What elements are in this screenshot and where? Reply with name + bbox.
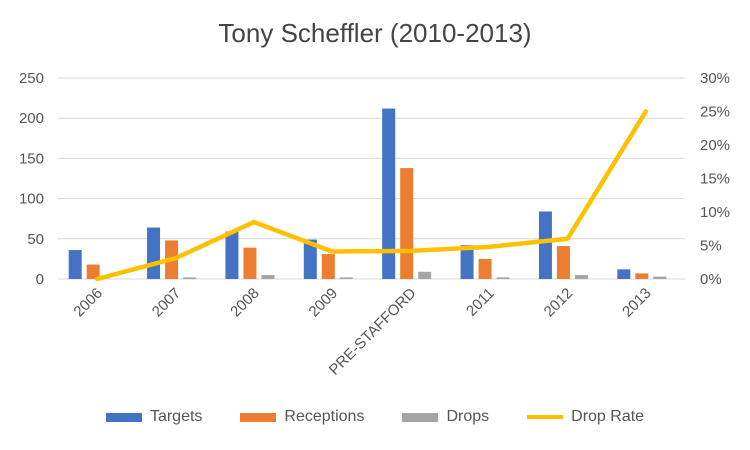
y-right-tick-label: 0% bbox=[700, 271, 722, 288]
legend-label-targets: Targets bbox=[149, 408, 203, 425]
x-tick-label: 2008 bbox=[227, 285, 263, 321]
y-left-tick-label: 200 bbox=[19, 110, 44, 127]
bar-drops-2008 bbox=[261, 274, 275, 279]
bar-receptions-2011 bbox=[478, 258, 492, 279]
legend-item-drops: Drops bbox=[402, 408, 489, 426]
legend-item-receptions: Receptions bbox=[240, 408, 364, 426]
bar-receptions-2012 bbox=[556, 246, 570, 279]
y-right-tick-label: 20% bbox=[700, 137, 730, 154]
bar-targets-2011 bbox=[460, 245, 474, 279]
x-tick-label: 2007 bbox=[149, 285, 185, 321]
bar-drops-2009 bbox=[339, 277, 353, 279]
bar-drops-2007 bbox=[183, 277, 197, 279]
x-tick-label: 2013 bbox=[619, 285, 655, 321]
legend-item-targets: Targets bbox=[105, 408, 203, 426]
x-tick-label: PRE-STAFFORD bbox=[326, 285, 420, 379]
bar-receptions-pre-stafford bbox=[400, 168, 414, 279]
bar-targets-pre-stafford bbox=[382, 108, 396, 279]
bar-targets-2012 bbox=[538, 211, 552, 279]
bar-targets-2009 bbox=[303, 239, 317, 279]
legend-label-drop-rate: Drop Rate bbox=[571, 408, 645, 425]
bar-targets-2013 bbox=[617, 269, 631, 279]
y-right-tick-label: 10% bbox=[700, 204, 730, 221]
bar-receptions-2009 bbox=[321, 254, 335, 279]
x-tick-label: 2009 bbox=[306, 285, 342, 321]
x-tick-label: 2011 bbox=[463, 285, 498, 320]
legend-swatch-drops bbox=[402, 412, 439, 422]
y-left-tick-label: 150 bbox=[19, 150, 44, 167]
bar-drops-pre-stafford bbox=[418, 271, 432, 279]
y-right-tick-label: 25% bbox=[700, 104, 730, 121]
bar-receptions-2013 bbox=[635, 273, 649, 279]
legend-label-drops: Drops bbox=[446, 408, 490, 425]
legend: Targets Receptions Drops Drop Rate bbox=[0, 408, 750, 426]
bar-drops-2011 bbox=[496, 277, 510, 279]
legend-swatch-drop-rate bbox=[527, 415, 564, 419]
x-tick-label: 2012 bbox=[541, 285, 577, 321]
bar-drops-2013 bbox=[653, 276, 667, 279]
bar-receptions-2006 bbox=[86, 264, 100, 279]
y-left-tick-label: 250 bbox=[19, 70, 44, 87]
bar-targets-2008 bbox=[225, 231, 239, 279]
bar-targets-2006 bbox=[68, 250, 82, 279]
x-tick-label: 2006 bbox=[70, 285, 106, 321]
legend-label-receptions: Receptions bbox=[284, 408, 365, 425]
y-right-tick-label: 30% bbox=[700, 70, 730, 87]
bar-drops-2012 bbox=[574, 274, 588, 279]
legend-swatch-receptions bbox=[240, 412, 277, 422]
y-left-tick-label: 100 bbox=[19, 191, 44, 208]
chart-title: Tony Scheffler (2010-2013) bbox=[218, 18, 532, 48]
bar-targets-2007 bbox=[147, 227, 161, 279]
y-right-tick-label: 15% bbox=[700, 171, 730, 188]
legend-item-drop-rate: Drop Rate bbox=[527, 408, 644, 426]
line-drop-rate bbox=[94, 109, 649, 282]
legend-swatch-targets bbox=[105, 412, 142, 422]
bar-receptions-2008 bbox=[243, 247, 257, 279]
y-left-tick-label: 50 bbox=[27, 231, 44, 248]
y-right-tick-label: 5% bbox=[700, 238, 722, 255]
y-left-tick-label: 0 bbox=[36, 271, 44, 288]
